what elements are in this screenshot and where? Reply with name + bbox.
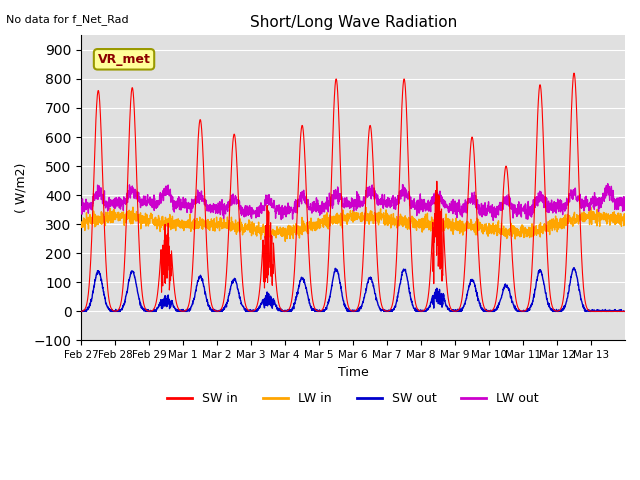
X-axis label: Time: Time: [338, 366, 369, 379]
Text: No data for f_Net_Rad: No data for f_Net_Rad: [6, 14, 129, 25]
Text: VR_met: VR_met: [97, 53, 150, 66]
Y-axis label: ( W/m2): ( W/m2): [15, 163, 28, 213]
Legend: SW in, LW in, SW out, LW out: SW in, LW in, SW out, LW out: [163, 387, 544, 410]
Title: Short/Long Wave Radiation: Short/Long Wave Radiation: [250, 15, 457, 30]
